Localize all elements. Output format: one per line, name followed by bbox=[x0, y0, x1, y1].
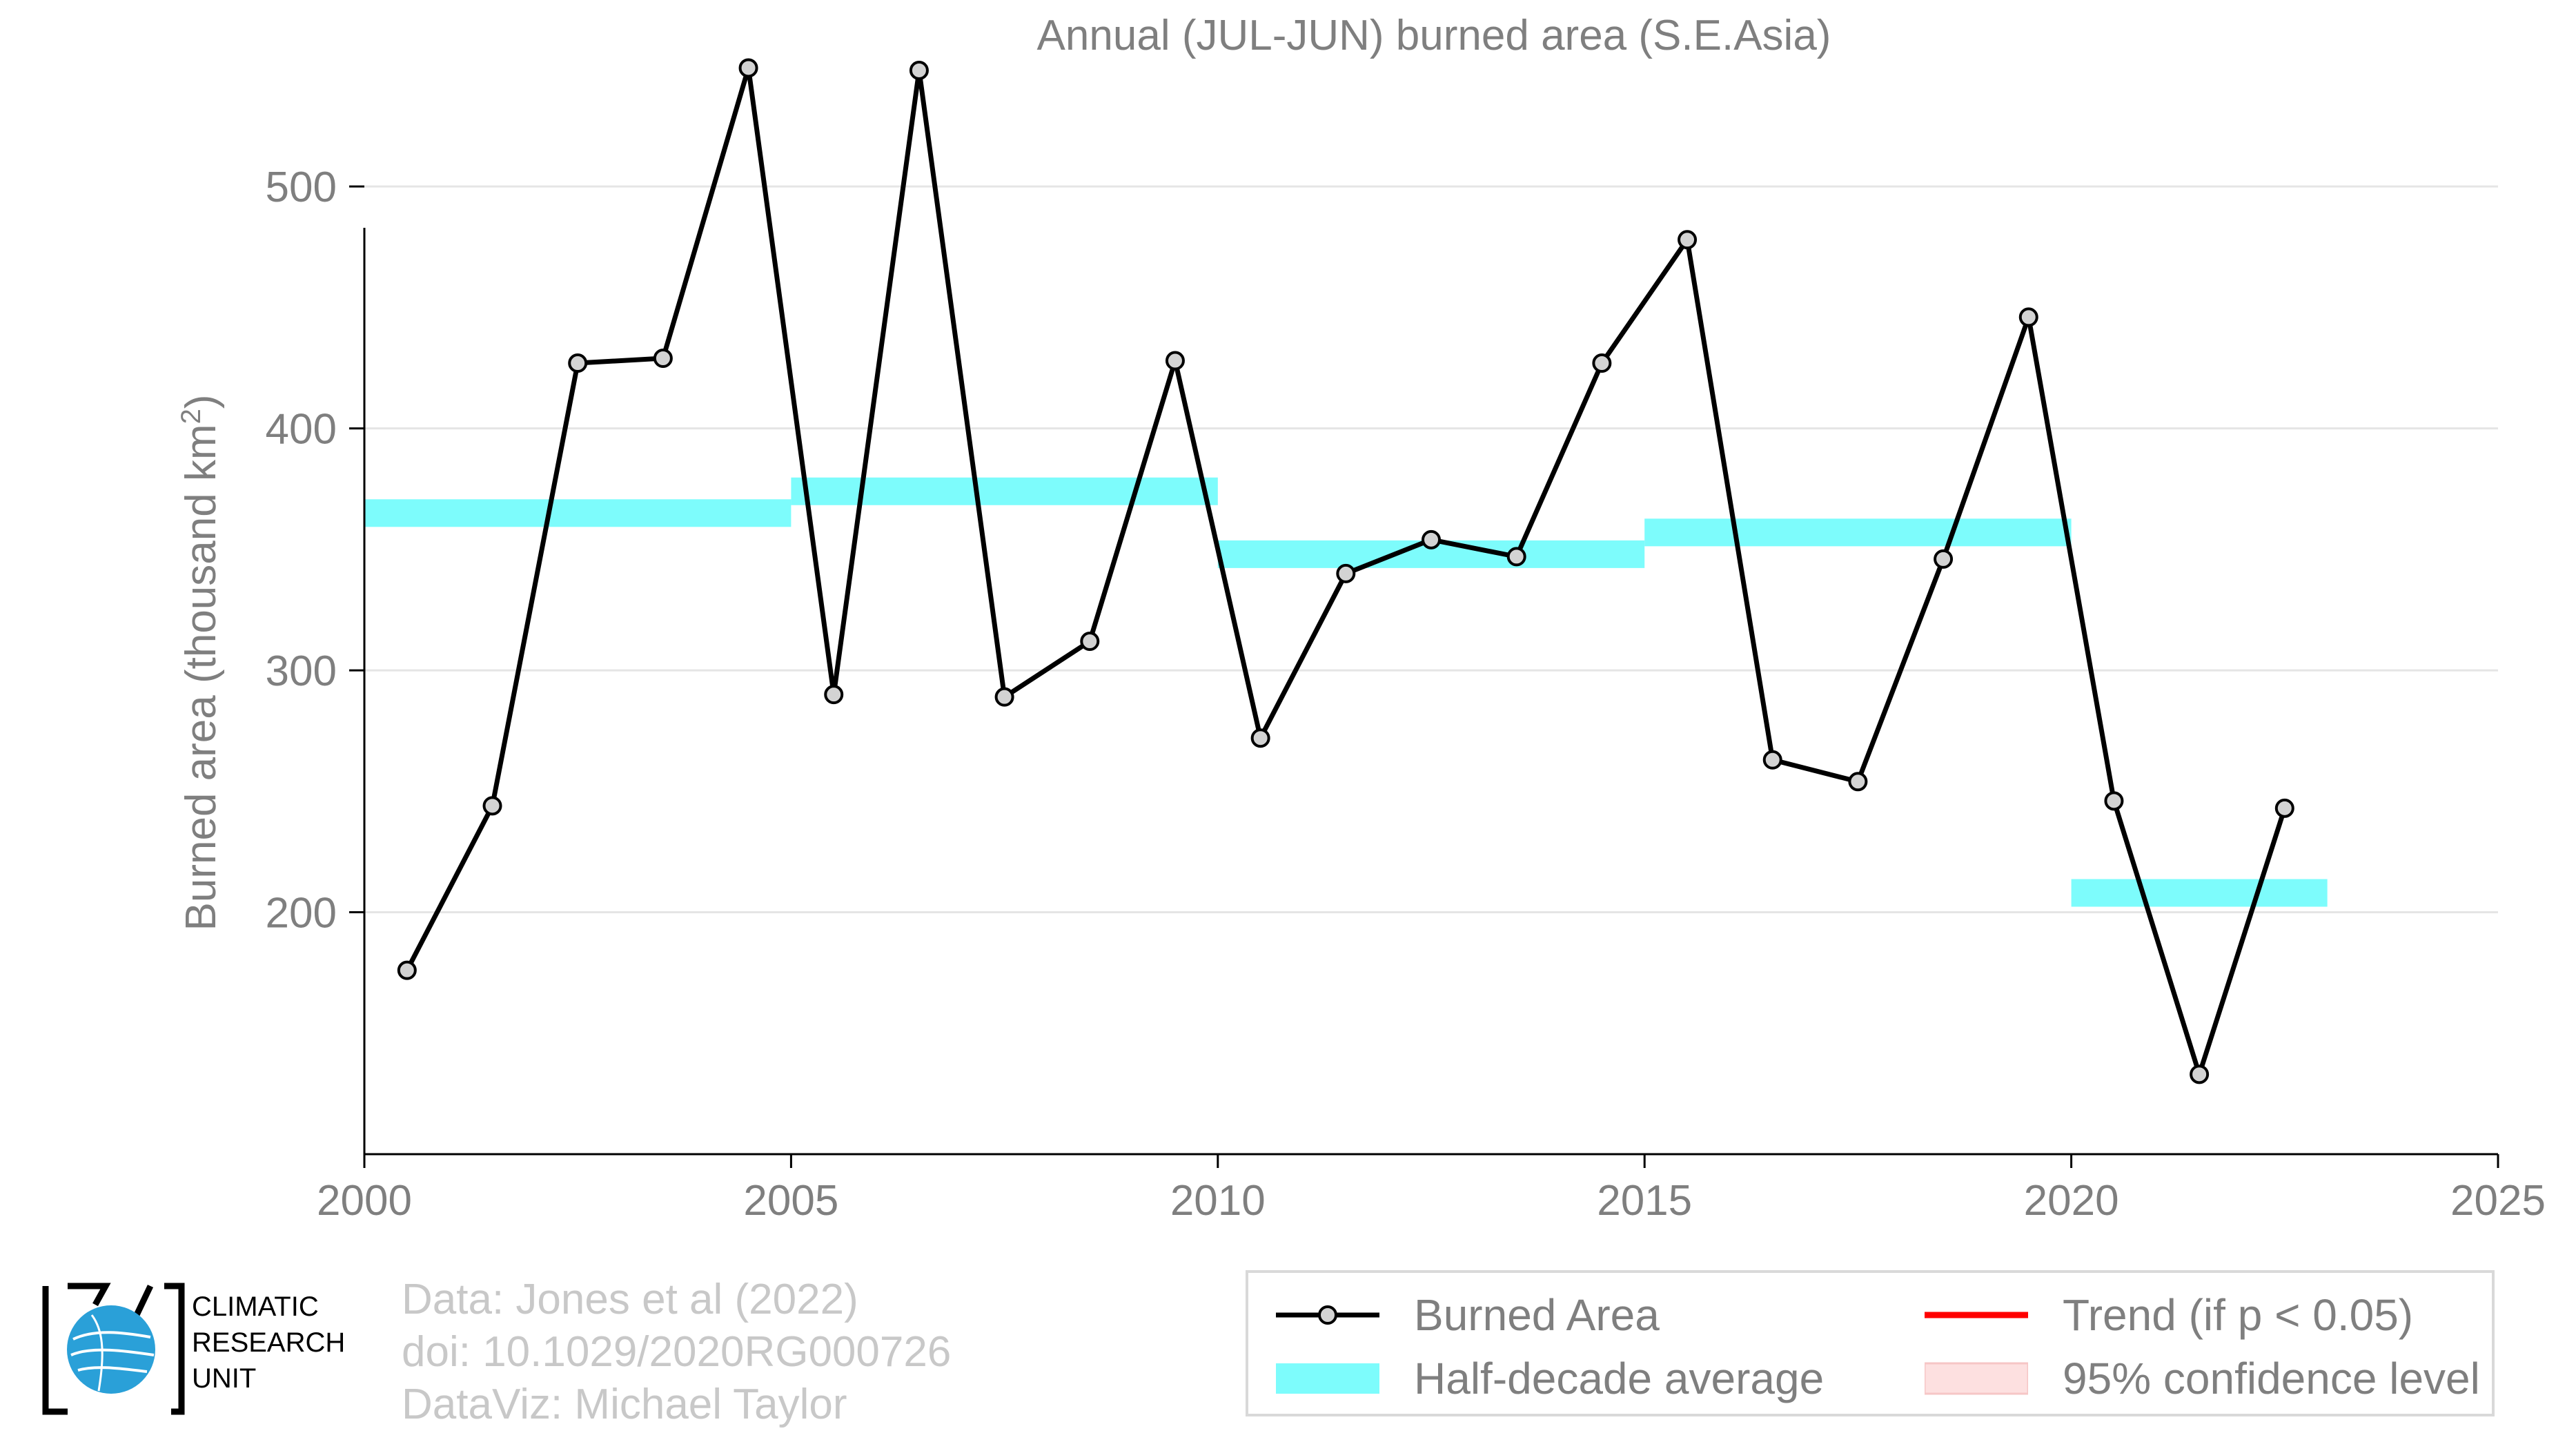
data-point bbox=[1165, 351, 1185, 371]
data-credits: Data: Jones et al (2022) doi: 10.1029/20… bbox=[402, 1274, 951, 1431]
cru-line2: RESEARCH bbox=[192, 1327, 346, 1358]
axes: 200 300 400 500 2000 2005 2010 2015 2020 2025 bbox=[266, 164, 2546, 1225]
data-point bbox=[397, 960, 417, 980]
data-point bbox=[1934, 549, 1954, 569]
credit-dataviz: DataViz: Michael Taylor bbox=[402, 1381, 847, 1428]
data-point bbox=[2104, 791, 2124, 811]
data-point bbox=[1250, 728, 1270, 748]
legend-item-trend: Trend (if p < 0.05) bbox=[1925, 1284, 2413, 1346]
legend-item-confidence: 95% confidence level bbox=[1925, 1347, 2480, 1410]
legend-item-half-decade: Half-decade average bbox=[1276, 1347, 1824, 1410]
half-decade-bands bbox=[364, 477, 2328, 907]
data-point bbox=[1762, 750, 1782, 770]
x-tick-label: 2020 bbox=[2024, 1177, 2119, 1225]
data-point bbox=[568, 353, 588, 373]
data-point bbox=[1848, 772, 1868, 792]
half-decade-band bbox=[791, 477, 1218, 505]
data-point bbox=[1506, 547, 1526, 567]
data-point bbox=[653, 349, 673, 369]
legend-line-marker-icon bbox=[1276, 1305, 1379, 1325]
x-tick-label: 2015 bbox=[1597, 1177, 1692, 1225]
series-burned-area bbox=[397, 58, 2294, 1084]
x-tick-label: 2025 bbox=[2450, 1177, 2546, 1225]
legend-label: Trend (if p < 0.05) bbox=[2063, 1290, 2414, 1340]
data-point bbox=[1678, 230, 1698, 250]
chart-legend: Burned Area Trend (if p < 0.05) Half-dec… bbox=[1246, 1270, 2495, 1416]
x-tick-label: 2010 bbox=[1170, 1177, 1266, 1225]
legend-label: Half-decade average bbox=[1414, 1354, 1825, 1403]
chart-title: Annual (JUL-JUN) burned area (S.E.Asia) bbox=[1037, 12, 1831, 59]
data-point bbox=[824, 685, 844, 705]
y-tick-label: 500 bbox=[266, 164, 337, 211]
x-tick-label: 2000 bbox=[317, 1177, 412, 1225]
y-tick-label: 300 bbox=[266, 647, 337, 695]
y-axis-label-superscript: 2 bbox=[176, 409, 206, 424]
data-point bbox=[482, 796, 502, 816]
legend-label: 95% confidence level bbox=[2063, 1354, 2480, 1403]
x-tick-label: 2005 bbox=[743, 1177, 838, 1225]
data-point bbox=[738, 58, 758, 78]
y-axis-label: Burned area (thousand km2) bbox=[176, 394, 225, 931]
cru-line1: CLIMATIC bbox=[192, 1292, 319, 1322]
cru-logo: CLIMATIC RESEARCH UNIT bbox=[40, 1274, 371, 1419]
y-axis-label-text: Burned area (thousand km bbox=[177, 424, 225, 931]
legend-pink-band-icon bbox=[1925, 1362, 2028, 1395]
half-decade-band bbox=[2071, 879, 2328, 907]
cru-globe-icon bbox=[42, 1283, 185, 1415]
half-decade-band bbox=[1644, 518, 2072, 547]
y-tick-label: 400 bbox=[266, 406, 337, 454]
legend-item-burned-area: Burned Area bbox=[1276, 1284, 1660, 1346]
data-point bbox=[2274, 798, 2294, 818]
credit-data-source: Data: Jones et al (2022) bbox=[402, 1276, 858, 1323]
cru-line3: UNIT bbox=[192, 1363, 257, 1394]
data-point bbox=[1080, 632, 1100, 652]
data-point bbox=[1422, 529, 1441, 549]
credit-doi: doi: 10.1029/2020RG000726 bbox=[402, 1328, 952, 1376]
legend-label: Burned Area bbox=[1414, 1290, 1660, 1340]
data-point bbox=[1592, 353, 1612, 373]
cru-logo-text: CLIMATIC RESEARCH UNIT bbox=[192, 1289, 345, 1396]
y-axis-label-end: ) bbox=[177, 394, 225, 409]
data-point bbox=[994, 687, 1014, 707]
data-point bbox=[2190, 1064, 2210, 1084]
y-tick-label: 200 bbox=[266, 890, 337, 937]
grid-lines bbox=[364, 185, 2498, 914]
half-decade-band bbox=[364, 499, 792, 527]
legend-cyan-band-icon bbox=[1276, 1363, 1379, 1394]
data-point bbox=[1336, 563, 1356, 583]
data-point bbox=[2018, 307, 2038, 327]
legend-red-line-icon bbox=[1925, 1312, 2028, 1318]
data-point bbox=[909, 60, 929, 80]
